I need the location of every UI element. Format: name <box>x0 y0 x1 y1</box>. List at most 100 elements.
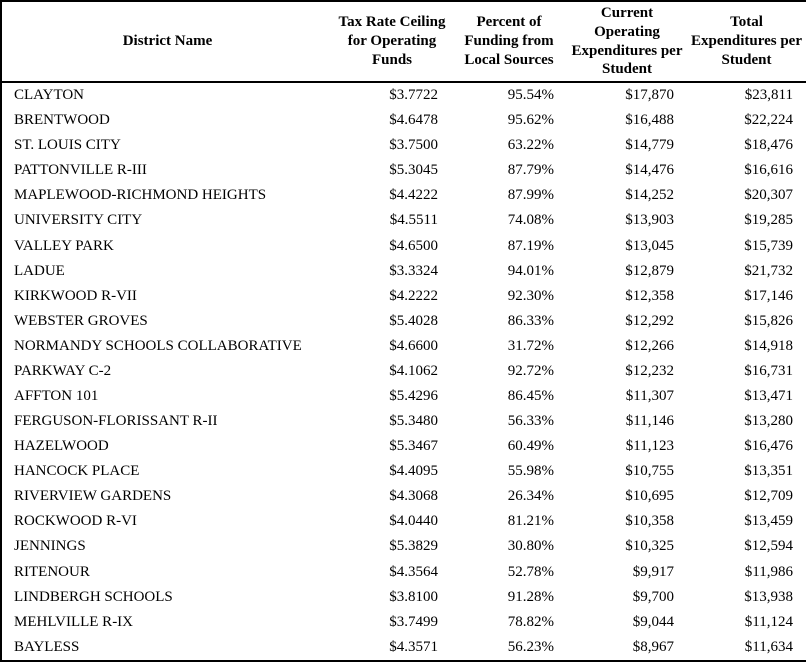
percent-local-cell: 26.34% <box>507 488 554 505</box>
current-expenditures-cell: $11,307 <box>625 387 674 404</box>
percent-local-cell: 91.28% <box>507 588 554 605</box>
table-row: NORMANDY SCHOOLS COLLABORATIVE $4.6600 31.… <box>1 334 806 359</box>
table-row: MEHLVILLE R-IX $3.7499 78.82% $9,044 $11,124 <box>1 610 806 635</box>
current-expenditures-cell: $9,917 <box>632 563 674 580</box>
table-row: AFFTON 101 $5.4296 86.45% $11,307 $13,471 <box>1 384 806 409</box>
tax-rate-cell: $3.3324 <box>389 262 438 279</box>
table-row: HANCOCK PLACE $4.4095 55.98% $10,755 $13,351 <box>1 459 806 484</box>
table-row: LADUE $3.3324 94.01% $12,879 $21,732 <box>1 259 806 284</box>
tax-rate-cell: $4.4222 <box>389 187 438 204</box>
district-name-cell: CLAYTON <box>14 87 85 104</box>
current-expenditures-cell: $12,358 <box>625 287 674 304</box>
tax-rate-cell: $3.8100 <box>389 588 438 605</box>
col-header-current-expenditures: Current Operating Expenditures per Stude… <box>567 1 687 83</box>
total-expenditures-cell: $11,124 <box>744 613 793 630</box>
total-expenditures-cell: $11,986 <box>744 563 793 580</box>
table-row: PARKWAY C-2 $4.1062 92.72% $12,232 $16,731 <box>1 359 806 384</box>
district-name-cell: RITENOUR <box>14 563 90 580</box>
district-name-cell: AFFTON 101 <box>14 387 99 404</box>
current-expenditures-cell: $16,488 <box>625 112 674 129</box>
col-header-total-expenditures: Total Expenditures per Student <box>687 1 806 83</box>
total-expenditures-cell: $21,732 <box>744 262 793 279</box>
district-name-cell: ROCKWOOD R-VI <box>14 513 137 530</box>
total-expenditures-cell: $19,285 <box>744 212 793 229</box>
total-expenditures-cell: $17,146 <box>744 287 793 304</box>
percent-local-cell: 56.23% <box>507 638 554 655</box>
tax-rate-cell: $4.4095 <box>389 463 438 480</box>
table-row: FERGUSON-FLORISSANT R-II $5.3480 56.33% $11… <box>1 409 806 434</box>
district-name-cell: PARKWAY C-2 <box>14 362 112 379</box>
current-expenditures-cell: $13,903 <box>625 212 674 229</box>
total-expenditures-cell: $12,594 <box>744 538 793 555</box>
col-header-percent-local-funding: Percent of Funding from Local Sources <box>451 1 567 83</box>
percent-local-cell: 81.21% <box>507 513 554 530</box>
district-name-cell: HAZELWOOD <box>14 438 109 455</box>
current-expenditures-cell: $9,044 <box>632 613 674 630</box>
total-expenditures-cell: $13,459 <box>744 513 793 530</box>
district-name-cell: PATTONVILLE R-III <box>14 162 147 179</box>
current-expenditures-cell: $11,123 <box>625 438 674 455</box>
current-expenditures-cell: $12,266 <box>625 337 674 354</box>
current-expenditures-cell: $17,870 <box>625 87 674 104</box>
district-name-cell: BRENTWOOD <box>14 112 110 129</box>
district-name-cell: HANCOCK PLACE <box>14 463 140 480</box>
table-row: UNIVERSITY CITY $4.5511 74.08% $13,903 $19,2… <box>1 208 806 233</box>
total-expenditures-cell: $13,471 <box>744 387 793 404</box>
district-name-cell: ST. LOUIS CITY <box>14 137 121 154</box>
tax-rate-cell: $4.5511 <box>389 212 438 229</box>
current-expenditures-cell: $14,779 <box>625 137 674 154</box>
current-expenditures-cell: $13,045 <box>625 237 674 254</box>
district-name-cell: BAYLESS <box>14 638 80 655</box>
district-name-cell: RIVERVIEW GARDENS <box>14 488 172 505</box>
total-expenditures-cell: $16,616 <box>744 162 793 179</box>
tax-rate-cell: $3.7722 <box>389 87 438 104</box>
total-expenditures-cell: $16,731 <box>744 362 793 379</box>
table-row: VALLEY PARK $4.6500 87.19% $13,045 $15,739 <box>1 233 806 258</box>
tax-rate-cell: $5.3045 <box>389 162 438 179</box>
percent-local-cell: 55.98% <box>507 463 554 480</box>
percent-local-cell: 95.54% <box>507 87 554 104</box>
percent-local-cell: 30.80% <box>507 538 554 555</box>
table-row: PATTONVILLE R-III $5.3045 87.79% $14,476 $16… <box>1 158 806 183</box>
table-row: JENNINGS $5.3829 30.80% $10,325 $12,594 <box>1 534 806 559</box>
current-expenditures-cell: $10,358 <box>625 513 674 530</box>
tax-rate-cell: $4.6500 <box>389 237 438 254</box>
current-expenditures-cell: $11,146 <box>625 413 674 430</box>
tax-rate-cell: $4.1062 <box>389 362 438 379</box>
tax-rate-cell: $4.0440 <box>389 513 438 530</box>
table-row: LINDBERGH SCHOOLS $3.8100 91.28% $9,700 $13,… <box>1 585 806 610</box>
total-expenditures-cell: $12,709 <box>744 488 793 505</box>
col-header-district-name: District Name <box>1 1 333 83</box>
current-expenditures-cell: $10,695 <box>625 488 674 505</box>
table-row: BAYLESS $4.3571 56.23% $8,967 $11,634 <box>1 635 806 661</box>
tax-rate-cell: $3.7500 <box>389 137 438 154</box>
percent-local-cell: 86.45% <box>507 387 554 404</box>
tax-rate-cell: $4.3571 <box>389 638 438 655</box>
district-name-cell: UNIVERSITY CITY <box>14 212 143 229</box>
total-expenditures-cell: $14,918 <box>744 337 793 354</box>
percent-local-cell: 94.01% <box>507 262 554 279</box>
total-expenditures-cell: $13,938 <box>744 588 793 605</box>
district-name-cell: KIRKWOOD R-VII <box>14 287 137 304</box>
tax-rate-cell: $3.7499 <box>389 613 438 630</box>
percent-local-cell: 87.99% <box>507 187 554 204</box>
total-expenditures-cell: $18,476 <box>744 137 793 154</box>
percent-local-cell: 95.62% <box>507 112 554 129</box>
total-expenditures-cell: $23,811 <box>744 87 793 104</box>
total-expenditures-cell: $11,634 <box>744 638 793 655</box>
current-expenditures-cell: $10,755 <box>625 463 674 480</box>
current-expenditures-cell: $12,879 <box>625 262 674 279</box>
tax-rate-cell: $5.4028 <box>389 312 438 329</box>
tax-rate-cell: $5.4296 <box>389 387 438 404</box>
table-header: District Name Tax Rate Ceiling for Opera… <box>1 1 806 83</box>
tax-rate-cell: $5.3829 <box>389 538 438 555</box>
total-expenditures-cell: $15,826 <box>744 312 793 329</box>
current-expenditures-cell: $10,325 <box>625 538 674 555</box>
total-expenditures-cell: $13,280 <box>744 413 793 430</box>
district-name-cell: MAPLEWOOD-RICHMOND HEIGHTS <box>14 187 267 204</box>
total-expenditures-cell: $22,224 <box>744 112 793 129</box>
current-expenditures-cell: $12,292 <box>625 312 674 329</box>
district-name-cell: NORMANDY SCHOOLS COLLABORATIVE <box>14 337 302 354</box>
district-name-cell: LINDBERGH SCHOOLS <box>14 588 173 605</box>
tax-rate-cell: $5.3480 <box>389 413 438 430</box>
